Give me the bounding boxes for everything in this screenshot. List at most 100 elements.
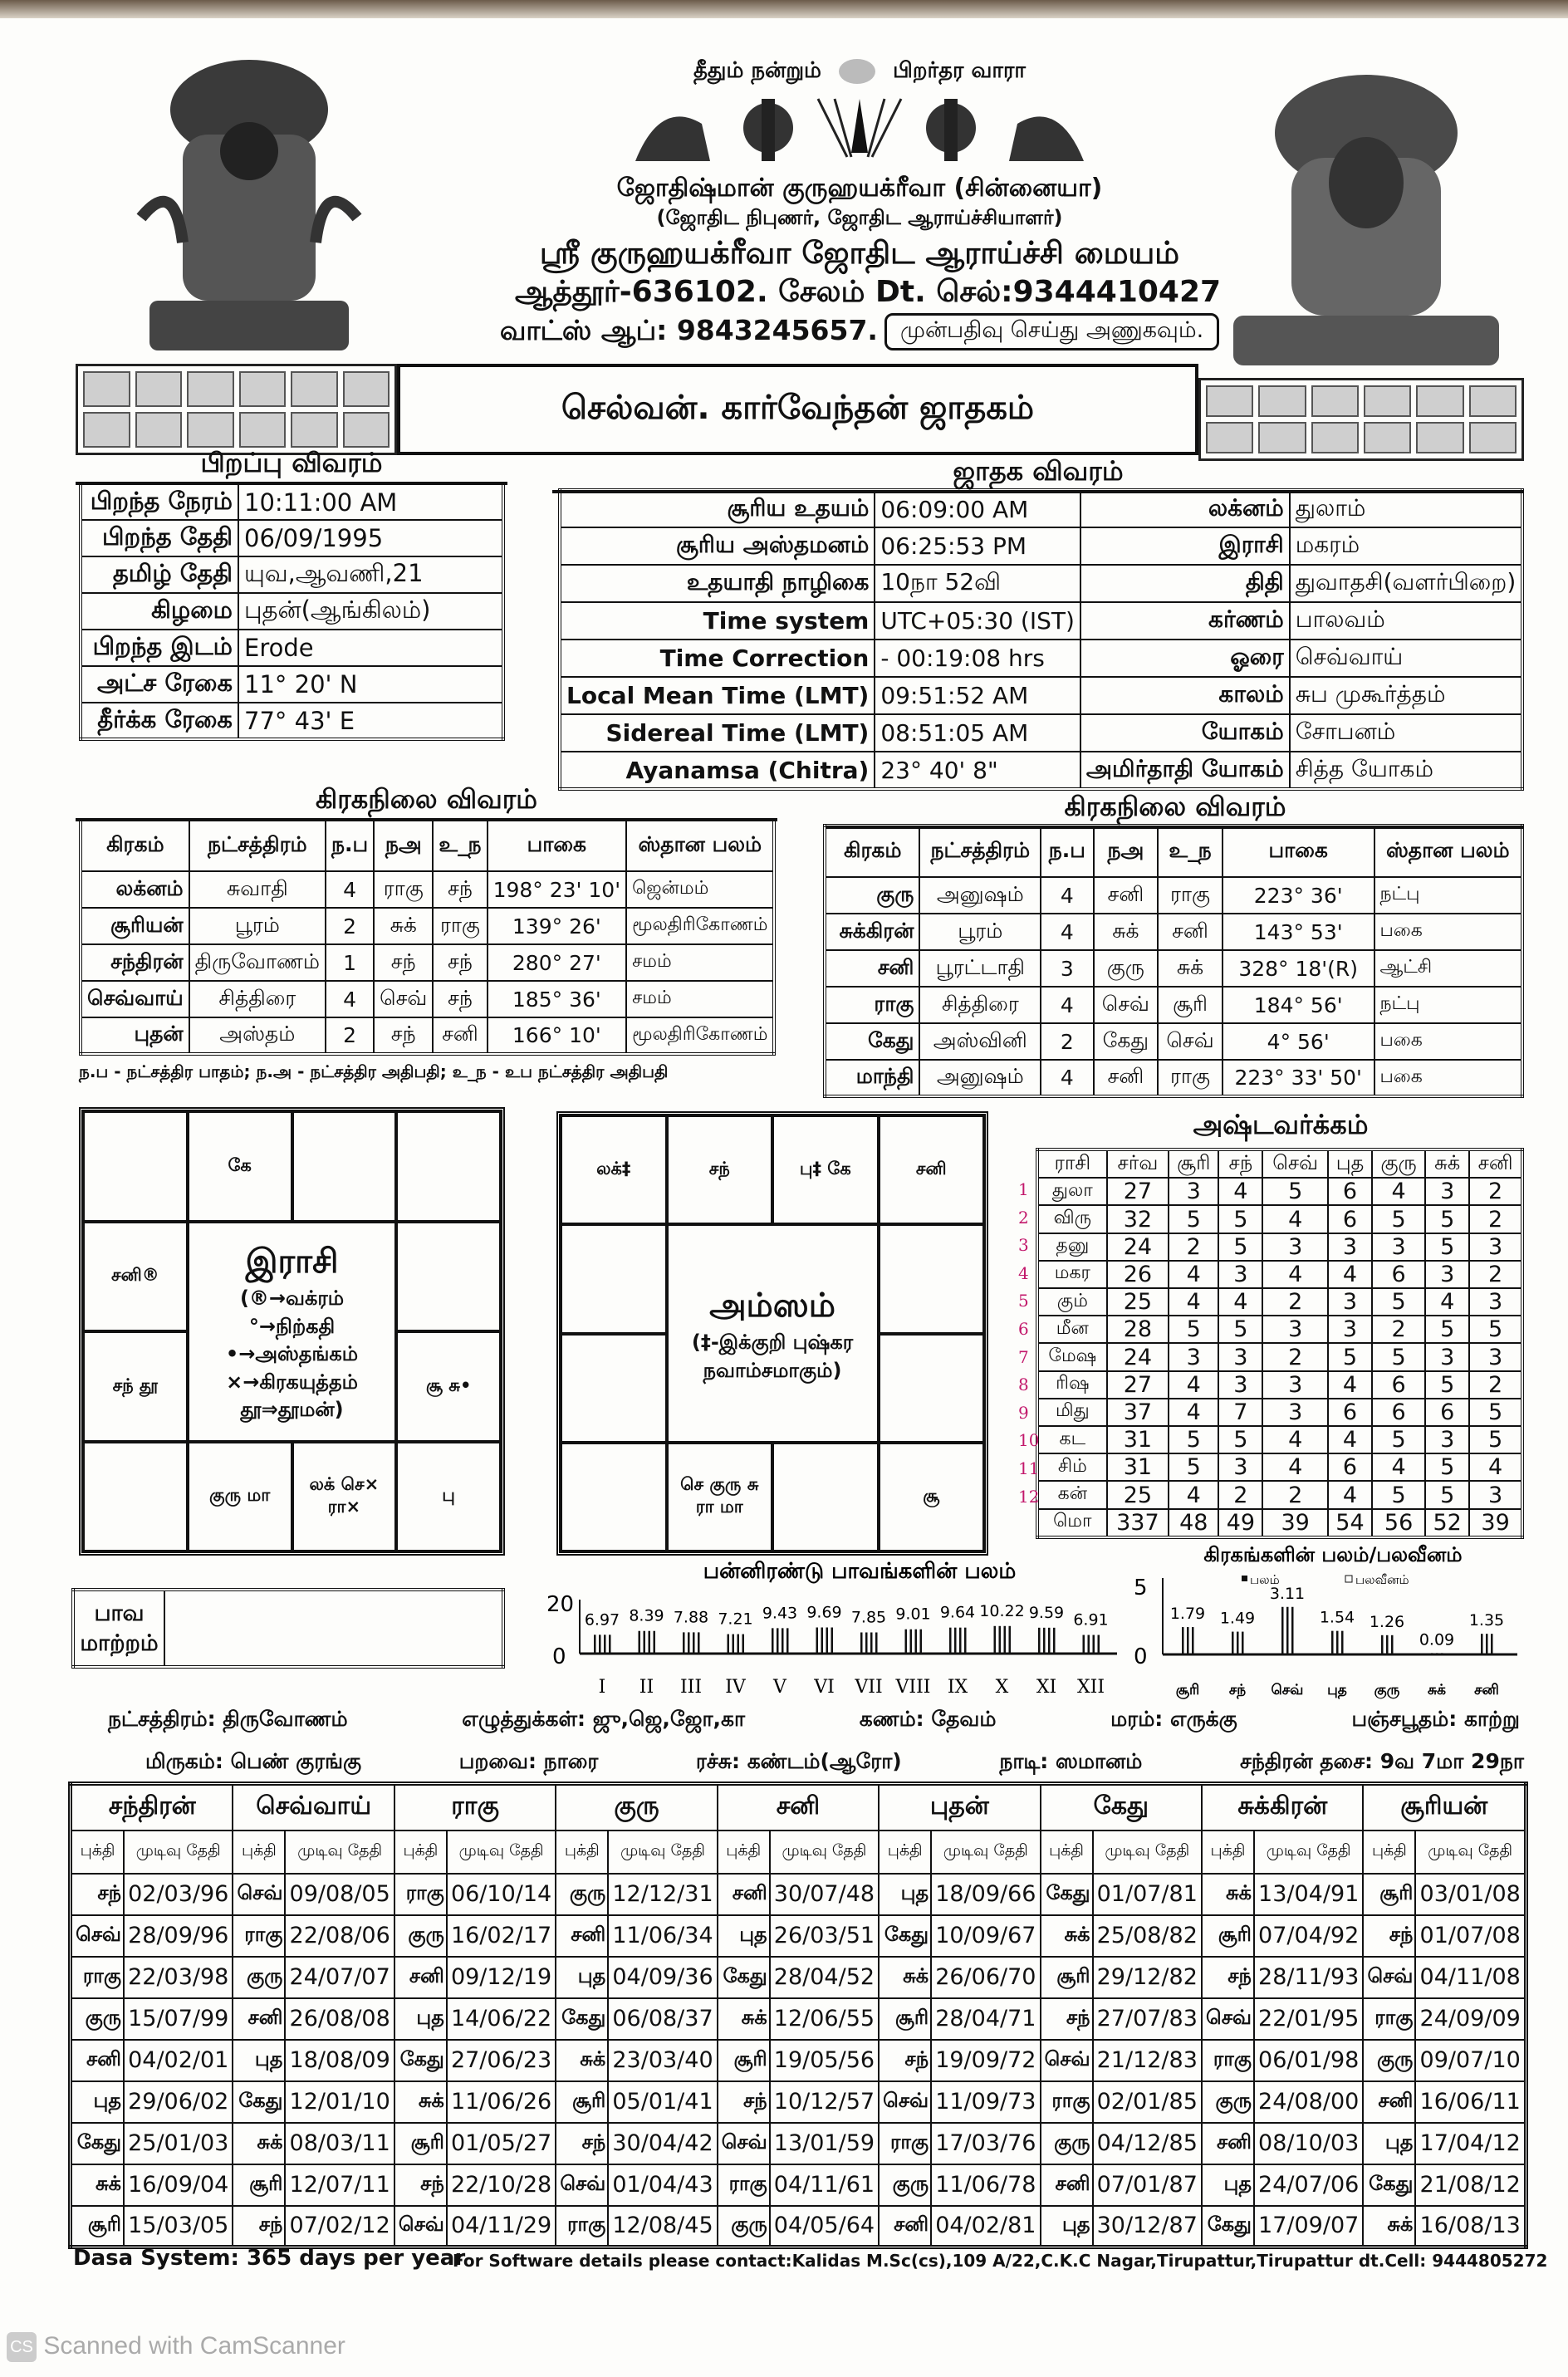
bhukti-end-date: 26/03/51 bbox=[768, 1914, 880, 1958]
end-date-header: முடிவு தேதி bbox=[1414, 1829, 1527, 1875]
bhukti-planet: சூரி bbox=[1201, 1914, 1255, 1958]
ashtavarga-cell: 4 bbox=[1262, 1453, 1329, 1483]
bhukti-planet: புத bbox=[1201, 2163, 1255, 2207]
deity-image-right bbox=[1233, 75, 1499, 365]
rasi-legend-line: தூ⇒தூமன்) bbox=[240, 1398, 344, 1422]
ashtavarga-cell: 3 bbox=[1370, 1232, 1427, 1262]
bhukti-header: புக்தி bbox=[555, 1829, 610, 1875]
graha-cell: சித்திரை bbox=[188, 980, 326, 1018]
birth-row: தமிழ் தேதி யுவ,ஆவணி,21 bbox=[80, 556, 504, 594]
ashtavarga-cell: 24 bbox=[1105, 1342, 1170, 1372]
planet-data-label: 3.11 bbox=[1270, 1585, 1305, 1603]
graha-column-header: ந.ப bbox=[324, 819, 375, 872]
birth-label: தமிழ் தேதி bbox=[80, 556, 239, 594]
bhukti-planet: சந் bbox=[1039, 1997, 1094, 2041]
bhukti-planet: சந் bbox=[878, 2038, 933, 2082]
graha-cell: 328° 18'(R) bbox=[1221, 949, 1375, 988]
bhava-bar bbox=[638, 1630, 655, 1654]
bhukti-end-date: 23/03/40 bbox=[607, 2038, 718, 2082]
bhukti-planet: சனி bbox=[555, 1914, 610, 1958]
bhukti-planet: சுக் bbox=[393, 2080, 448, 2124]
graha-column-header: நஅ bbox=[373, 819, 434, 872]
bhukti-end-date: 21/12/83 bbox=[1091, 2038, 1203, 2082]
ashtavarga-cell: 5 bbox=[1370, 1287, 1427, 1317]
bhukti-planet: கேது bbox=[69, 2121, 125, 2165]
graha-cell: ராகு bbox=[1157, 876, 1223, 914]
ashtavarga-cell: 4 bbox=[1327, 1425, 1373, 1455]
planet-data-label: 1.49 bbox=[1220, 1610, 1255, 1628]
birth-value: யுவ,ஆவணி,21 bbox=[238, 556, 504, 594]
jathaka-value: - 00:19:08 hrs bbox=[874, 639, 1081, 678]
bhukti-planet: சனி bbox=[232, 1997, 287, 2041]
ashtavarga-cell: 5 bbox=[1424, 1480, 1471, 1510]
bhava-maatram-box: பாவ மாற்றம் bbox=[71, 1588, 505, 1669]
graha-header-row: கிரகம் நட்சத்திரம் ந.ப நஅ உ_ந பாகை ஸ்தான பலம் bbox=[80, 819, 776, 872]
bhukti-end-date: 04/11/61 bbox=[768, 2163, 880, 2207]
bhukti-planet: செவ் bbox=[393, 2204, 448, 2248]
jathaka-value: UTC+05:30 (IST) bbox=[874, 601, 1081, 640]
planet-category-label: சனி bbox=[1474, 1682, 1499, 1698]
bhukti-end-date: 17/04/12 bbox=[1414, 2121, 1527, 2165]
birth-value: புதன்(ஆங்கிலம்) bbox=[238, 592, 504, 630]
bhukti-end-date: 14/06/22 bbox=[445, 1997, 557, 2041]
ashtavarga-cell: மகர bbox=[1036, 1259, 1108, 1290]
bhava-category-label: VI bbox=[813, 1677, 835, 1698]
ashtavarga-cell: விரு bbox=[1036, 1204, 1108, 1234]
ashtavarga-row: துலா 27 3 4 5 6 4 3 2 bbox=[1036, 1177, 1523, 1207]
ashtavarga-cell: 49 bbox=[1218, 1507, 1264, 1539]
bhukti-end-date: 01/04/43 bbox=[607, 2163, 718, 2207]
bhukti-end-date: 08/10/03 bbox=[1252, 2121, 1365, 2165]
jathaka-value: 08:51:05 AM bbox=[874, 713, 1081, 752]
graha-cell: ராகு bbox=[1157, 1059, 1223, 1097]
bhukti-end-date: 27/07/83 bbox=[1091, 1997, 1203, 2041]
bhukti-end-date: 19/05/56 bbox=[768, 2038, 880, 2082]
ashtavarga-cell: 27 bbox=[1105, 1177, 1170, 1207]
ashtavarga-cell: 3 bbox=[1218, 1453, 1264, 1483]
birth-value: 11° 20' N bbox=[238, 665, 504, 703]
bhava-data-label: 9.64 bbox=[940, 1604, 975, 1622]
handwritten-number: 11 bbox=[1018, 1458, 1040, 1478]
handwritten-number: 2 bbox=[1018, 1207, 1029, 1228]
bhukti-header: புக்தி bbox=[232, 1829, 287, 1875]
graha-cell: சனி bbox=[1092, 876, 1159, 914]
ashtavarga-cell: 3 bbox=[1168, 1177, 1220, 1207]
y-tick-label: 0 bbox=[1134, 1644, 1148, 1669]
dasa-name: சனி bbox=[716, 1782, 880, 1831]
end-date-header: முடிவு தேதி bbox=[930, 1829, 1041, 1875]
ashtavarga-cell: சிம் bbox=[1036, 1453, 1108, 1483]
planet-bar bbox=[1331, 1630, 1344, 1654]
ashtavarga-cell: 31 bbox=[1105, 1425, 1170, 1455]
ashtavarga-column-header: சர்வ bbox=[1105, 1148, 1170, 1179]
bhava-bar bbox=[1082, 1634, 1100, 1654]
bhukti-planet: சனி bbox=[69, 2038, 125, 2082]
bhukti-end-date: 22/10/28 bbox=[445, 2163, 557, 2207]
planet-data-label: 1.35 bbox=[1469, 1611, 1504, 1630]
bhukti-header: புக்தி bbox=[878, 1829, 933, 1875]
jathaka-value: 23° 40' 8" bbox=[874, 751, 1081, 790]
bhukti-end-date: 25/01/03 bbox=[122, 2121, 234, 2165]
ashtavarga-cell: 4 bbox=[1168, 1287, 1220, 1317]
graha-cell: 2 bbox=[324, 907, 375, 945]
graha-column-header: கிரகம் bbox=[823, 825, 921, 878]
bhava-data-label: 7.85 bbox=[851, 1608, 886, 1626]
ashtavarga-column-header: சூரி bbox=[1168, 1148, 1220, 1179]
ashtavarga-cell: மொ bbox=[1036, 1507, 1108, 1539]
birth-row: அட்ச ரேகை 11° 20' N bbox=[80, 665, 504, 703]
graha-column-header: பாகை bbox=[486, 819, 628, 872]
graha-cell: 4 bbox=[324, 980, 375, 1018]
title-text: செல்வன். கார்வேந்தன் ஜாதகம் bbox=[561, 388, 1035, 427]
dasa-name-row: சந்திரன் செவ்வாய் ராகு குரு சனி புதன் கேது சுக்… bbox=[69, 1782, 1527, 1831]
bhukti-planet: கேது bbox=[1039, 1872, 1094, 1916]
jathaka-label: Ayanamsa (Chitra) bbox=[558, 751, 876, 790]
ashtavarga-cell: 2 bbox=[1468, 1177, 1523, 1207]
graha-cell: புதன் bbox=[80, 1017, 190, 1055]
bhukti-planet: குரு bbox=[555, 1872, 610, 1916]
bhukti-end-date: 02/03/96 bbox=[122, 1872, 234, 1916]
y-tick-label: 5 bbox=[1134, 1576, 1148, 1600]
graha-cell: சுக் bbox=[1157, 949, 1223, 988]
ashtavarga-cell: 6 bbox=[1370, 1370, 1427, 1399]
rasi-house bbox=[292, 1111, 397, 1222]
bhukti-planet: சூரி bbox=[232, 2163, 287, 2207]
ashtavarga-cell: 6 bbox=[1327, 1397, 1373, 1428]
astrologer-name: ஜோதிஷ்மான் குருஹயக்ரீவா (சின்னையா) bbox=[616, 174, 1103, 203]
